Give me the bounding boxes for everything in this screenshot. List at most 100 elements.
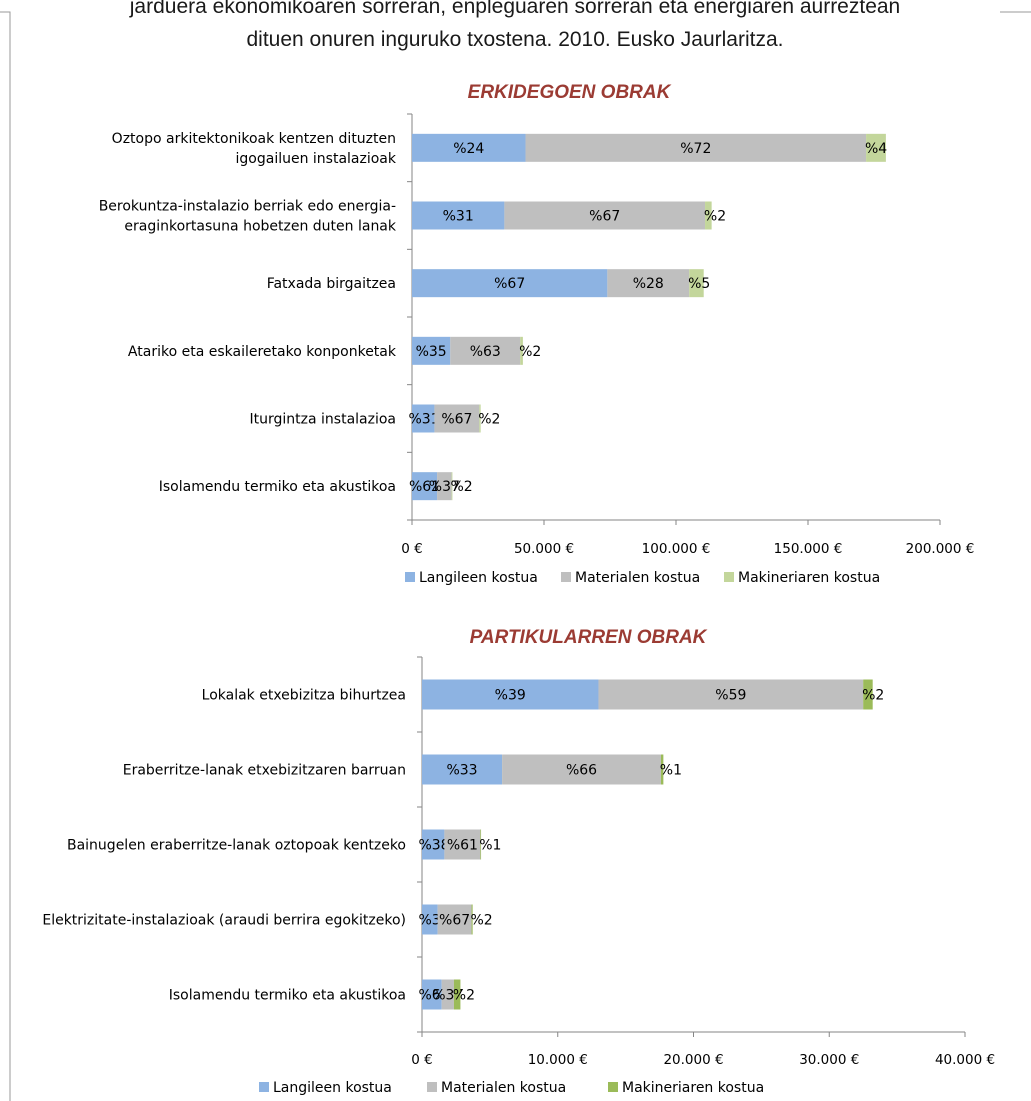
bar-segment	[450, 336, 521, 365]
legend-label: Makineriaren kostua	[622, 1080, 764, 1096]
data-label: %67	[441, 412, 472, 428]
data-label: %2	[470, 913, 492, 929]
chart-title: ERKIDEGOEN OBRAK	[468, 82, 672, 103]
legend-label: Langileen kostua	[419, 570, 538, 586]
x-tick-label: 20.000 €	[663, 1052, 723, 1068]
category-label: Bainugelen eraberritze-lanak oztopoak ke…	[67, 838, 406, 854]
category-label: Isolamendu termiko eta akustikoa	[159, 479, 396, 495]
bar-segment	[444, 829, 481, 860]
data-label: %2	[478, 412, 500, 428]
bar-segment	[412, 269, 608, 298]
data-label: %38	[418, 838, 449, 854]
bar-segment	[412, 336, 451, 365]
data-label: %67	[494, 276, 525, 292]
data-label: %59	[715, 688, 746, 704]
chart-title: PARTIKULARREN OBRAK	[470, 627, 708, 648]
data-label: %67	[589, 209, 620, 225]
bar-segment	[705, 201, 712, 230]
bar-segment	[689, 269, 704, 298]
category-label: Lokalak etxebizitza bihurtzea	[202, 688, 406, 704]
legend-swatch	[405, 572, 415, 582]
bar-segment	[660, 754, 664, 785]
data-label: %39	[495, 688, 526, 704]
x-tick-label: 200.000 €	[906, 541, 975, 557]
category-label: Oztopo arkitektonikoak kentzen dituzten	[112, 131, 396, 147]
data-label: %24	[453, 141, 484, 157]
legend-label: Langileen kostua	[273, 1080, 392, 1096]
bar-segment	[863, 679, 873, 710]
bar-segment	[504, 201, 706, 230]
x-tick-label: 0 €	[401, 541, 422, 557]
x-tick-label: 100.000 €	[642, 541, 711, 557]
bar-segment	[422, 829, 445, 860]
data-label: %66	[566, 763, 597, 779]
bar-segment	[525, 133, 867, 162]
legend-label: Makineriaren kostua	[738, 570, 880, 586]
bar-segment	[412, 133, 526, 162]
category-label: Fatxada birgaitzea	[267, 276, 396, 292]
legend-label: Materialen kostua	[575, 570, 700, 586]
bar-segment	[866, 133, 886, 162]
data-label: %35	[416, 344, 447, 360]
bar-segment	[598, 679, 864, 710]
bar-segment	[422, 754, 503, 785]
data-label: %5	[688, 276, 710, 292]
bar-segment	[422, 679, 599, 710]
source-caption-line-2: dituen onuren inguruko txostena. 2010. E…	[246, 28, 784, 51]
data-label: %2	[862, 688, 884, 704]
x-tick-label: 40.000 €	[935, 1052, 995, 1068]
x-tick-label: 0 €	[411, 1052, 432, 1068]
data-label: %2	[704, 209, 726, 225]
data-label: %28	[633, 276, 664, 292]
bar-segment	[437, 472, 452, 501]
data-label: %63	[470, 344, 501, 360]
data-label: %72	[680, 141, 711, 157]
category-label: igogailuen instalazioak	[236, 151, 397, 167]
bar-segment	[434, 404, 480, 433]
data-label: %1	[660, 763, 682, 779]
data-label: %2	[450, 479, 472, 495]
data-label: %61	[447, 838, 478, 854]
legend-swatch	[724, 572, 734, 582]
bar-segment	[502, 754, 661, 785]
x-tick-label: 10.000 €	[528, 1052, 588, 1068]
bar-segment	[520, 336, 523, 365]
bar-segment	[437, 904, 472, 935]
bar-segment	[479, 404, 481, 433]
data-label: %1	[479, 838, 501, 854]
bar-segment	[607, 269, 690, 298]
data-label: %31	[443, 209, 474, 225]
legend-swatch	[259, 1082, 269, 1092]
legend-label: Materialen kostua	[441, 1080, 566, 1096]
x-tick-label: 30.000 €	[799, 1052, 859, 1068]
x-tick-label: 50.000 €	[514, 541, 574, 557]
bar-segment	[422, 979, 442, 1010]
legend-swatch	[608, 1082, 618, 1092]
legend-swatch	[427, 1082, 437, 1092]
bar-segment	[480, 829, 482, 860]
legend-swatch	[561, 572, 571, 582]
data-label: %61	[409, 479, 440, 495]
bar-segment	[453, 979, 461, 1010]
data-label: %33	[446, 763, 477, 779]
category-label: Berokuntza-instalazio berriak edo energi…	[99, 199, 396, 215]
category-label: Eraberritze-lanak etxebizitzaren barruan	[123, 763, 406, 779]
data-label: %31	[408, 412, 439, 428]
bar-segment	[471, 904, 473, 935]
data-label: %2	[519, 344, 541, 360]
category-label: Iturgintza instalazioa	[250, 412, 397, 428]
source-caption-line-1: jarduera ekonomikoaren sorreran, enplegu…	[129, 0, 901, 18]
data-label: %67	[439, 913, 470, 929]
bar-segment	[422, 904, 438, 935]
bar-segment	[412, 201, 505, 230]
bar-segment	[412, 404, 435, 433]
bar-segment	[412, 472, 438, 501]
category-label: Atariko eta eskaileretako konponketak	[128, 344, 397, 360]
category-label: Isolamendu termiko eta akustikoa	[169, 988, 406, 1004]
category-label: Elektrizitate-instalazioak (araudi berri…	[42, 913, 406, 929]
category-label: eraginkortasuna hobetzen duten lanak	[124, 219, 396, 235]
data-label: %4	[865, 141, 887, 157]
bar-segment	[451, 472, 453, 501]
